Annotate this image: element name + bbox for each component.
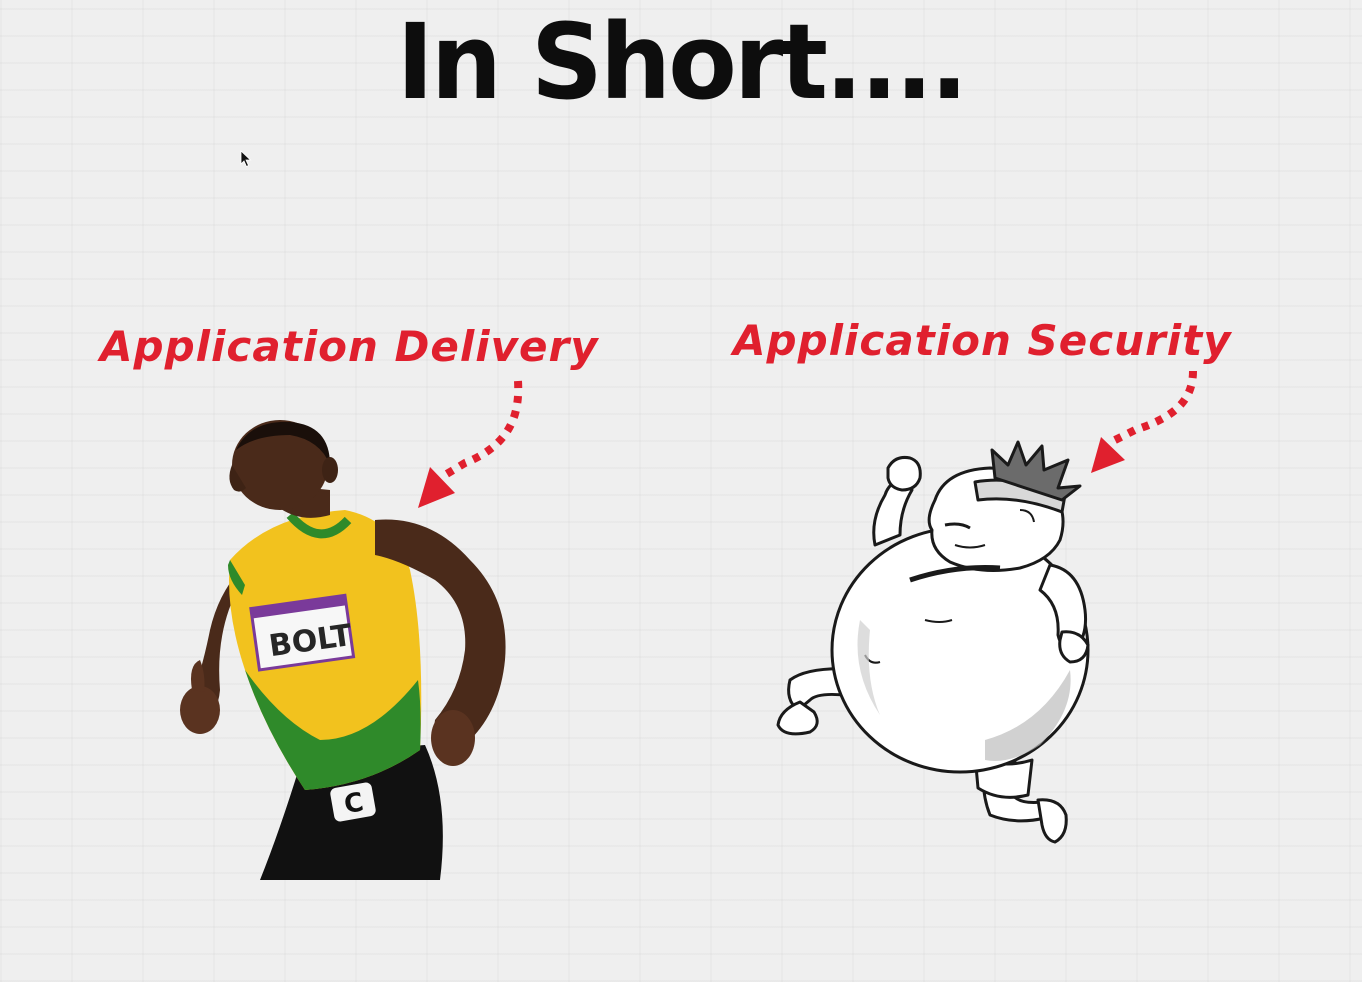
label-application-security: Application Security: [733, 316, 1232, 365]
label-application-delivery: Application Delivery: [100, 322, 599, 371]
slide-title: In Short....: [396, 1, 969, 123]
mouse-pointer-icon: [240, 150, 252, 168]
dotted-arrow-icon: [1091, 370, 1197, 473]
cartoon-runner-image: [776, 440, 1090, 844]
sprinter-image: C BOLT: [180, 420, 506, 880]
dotted-arrow-icon: [418, 380, 523, 508]
